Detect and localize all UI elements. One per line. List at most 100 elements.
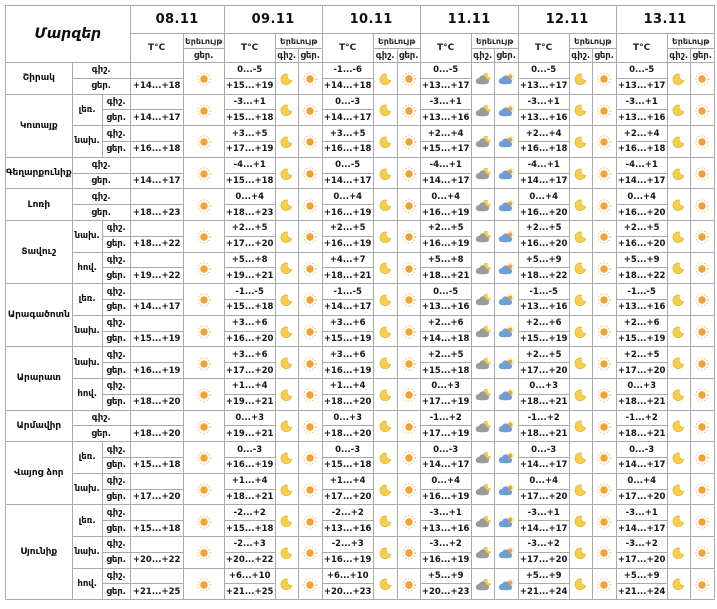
moon-icon (574, 73, 587, 86)
day-phenomenon-cell (591, 93, 617, 127)
sun-icon (196, 482, 212, 498)
table-row: ցեր. +19...+22 +19...+21 +18...+21 +18...+21… (6, 267, 715, 285)
night-temp: +2...+6 (517, 314, 570, 332)
day-temp: +17...+20 (517, 488, 570, 506)
night-row-label: գիշ. (101, 567, 131, 585)
day-temp: +16...+18 (321, 140, 374, 158)
night-temp (129, 188, 184, 206)
day-temp: +13...+16 (419, 520, 472, 537)
day-temp: +17...+19 (223, 140, 276, 158)
night-phenomenon-cell (274, 346, 299, 379)
day-phenomenon-cell (297, 125, 323, 158)
night-temp: -3...+1 (419, 504, 472, 522)
night-temp: +2...+5 (615, 219, 668, 237)
day-phenomenon-cell (591, 251, 617, 285)
sun-icon (596, 229, 612, 245)
night-temp: -1...+2 (517, 409, 570, 427)
sun-icon (302, 419, 318, 435)
day-temp: +14...+17 (517, 520, 570, 537)
weather-forecast-table: Մարզեր 08.11 09.11 10.11 11.11 12.11 13.11 T°C Ե… (5, 5, 715, 601)
day-temp: +19...+21 (223, 267, 276, 285)
day-temp: +17...+19 (419, 393, 472, 411)
sun-icon (196, 198, 212, 214)
table-row: նախ. գիշ. +1...+4 +1...+4 0...+4 0...+4 0...+4 (6, 472, 715, 506)
day-phenomenon-cell (493, 62, 519, 95)
cloud-moon-icon (474, 262, 492, 276)
day-temp: +18...+22 (517, 267, 570, 285)
night-temp: 0...+4 (419, 472, 472, 490)
cloud-sun-icon (497, 325, 515, 339)
phenomenon-header: Երեւույթ (666, 33, 715, 49)
night-row-label: գիշ. (71, 188, 131, 206)
sun-icon (694, 292, 710, 308)
night-phenomenon-cell (568, 535, 593, 569)
night-row-label: գիշ. (101, 314, 131, 332)
day-temp: +21...+24 (517, 583, 570, 601)
day-row-label: ցեր. (101, 583, 131, 601)
day-temp: +16...+19 (321, 551, 374, 569)
night-phenomenon-cell (470, 219, 495, 253)
sun-icon (196, 134, 212, 150)
moon-icon (379, 389, 392, 402)
cloud-sun-icon (497, 451, 515, 465)
night-temp: 0...-5 (615, 62, 668, 79)
day-row-label: ցեր. (71, 77, 131, 95)
table-row: Վայոց ձոր լեռ. գիշ. 0...-3 0...-3 0...-3 0...-… (5, 441, 715, 506)
sun-icon (196, 324, 212, 340)
moon-icon (672, 326, 685, 339)
day-phenomenon-cell (297, 472, 323, 506)
day-temp: +13...+16 (615, 109, 668, 127)
day-phenomenon-cell (689, 504, 715, 537)
day-phenomenon-cell (689, 62, 715, 95)
night-phenomenon-cell (666, 62, 691, 95)
night-phenomenon-cell (666, 409, 691, 443)
night-temp: 0...-3 (321, 93, 374, 111)
night-column-label: գիշ. (568, 48, 593, 63)
day-phenomenon-cell (493, 314, 519, 348)
night-temp: +2...+5 (615, 346, 668, 364)
moon-icon (280, 515, 293, 528)
day-temp: +15...+17 (419, 140, 472, 158)
day-phenomenon-cell (182, 93, 225, 127)
temp-header: T°C (129, 33, 184, 63)
zone-label: լեռ. (71, 504, 103, 537)
sun-icon (401, 71, 417, 87)
moon-icon (280, 199, 293, 212)
night-temp: +1...+4 (223, 472, 276, 490)
table-row: ցեր. +17...+20 +18...+21 +17...+20 +16...+19… (6, 488, 715, 506)
zone-label: նախ. (71, 125, 103, 158)
phenomenon-header: Երեւույթ (182, 33, 225, 49)
day-phenomenon-cell (591, 377, 617, 411)
table-row: ցեր. +20...+22 +20...+22 +16...+19 +16...+19… (6, 551, 715, 569)
sun-icon (694, 387, 710, 403)
day-phenomenon-cell (297, 409, 323, 443)
day-phenomenon-cell (689, 377, 715, 411)
sun-icon (302, 71, 318, 87)
night-row-label: գիշ. (71, 409, 131, 427)
night-temp: +2...+6 (419, 314, 472, 332)
night-temp: -1...+2 (419, 409, 472, 427)
day-temp: +16...+19 (321, 362, 374, 379)
day-phenomenon-cell (297, 346, 323, 379)
day-temp: +15...+18 (223, 298, 276, 316)
region-name: Լոռի (5, 188, 73, 221)
night-phenomenon-cell (372, 219, 398, 253)
table-row: Տավուշ նախ. գիշ. +2...+5 +2...+5 +2...+5 +2...… (5, 219, 715, 285)
night-temp: -3...+2 (517, 535, 570, 553)
cloud-moon-icon (474, 483, 492, 497)
moon-icon (672, 578, 685, 591)
moon-icon (379, 231, 392, 244)
day-phenomenon-cell (591, 314, 617, 348)
night-temp: +4...+7 (321, 251, 374, 269)
day-phenomenon-cell (689, 472, 715, 506)
sun-icon (302, 545, 318, 561)
cloud-sun-icon (497, 230, 515, 244)
sun-icon (596, 71, 612, 87)
cloud-moon-icon (474, 325, 492, 339)
sun-icon (596, 545, 612, 561)
night-temp: +2...+4 (419, 125, 472, 142)
sun-icon (401, 261, 417, 277)
day-temp: +14...+17 (615, 456, 668, 474)
day-row-label: ցեր. (101, 140, 131, 158)
night-temp: 0...-5 (419, 283, 472, 300)
